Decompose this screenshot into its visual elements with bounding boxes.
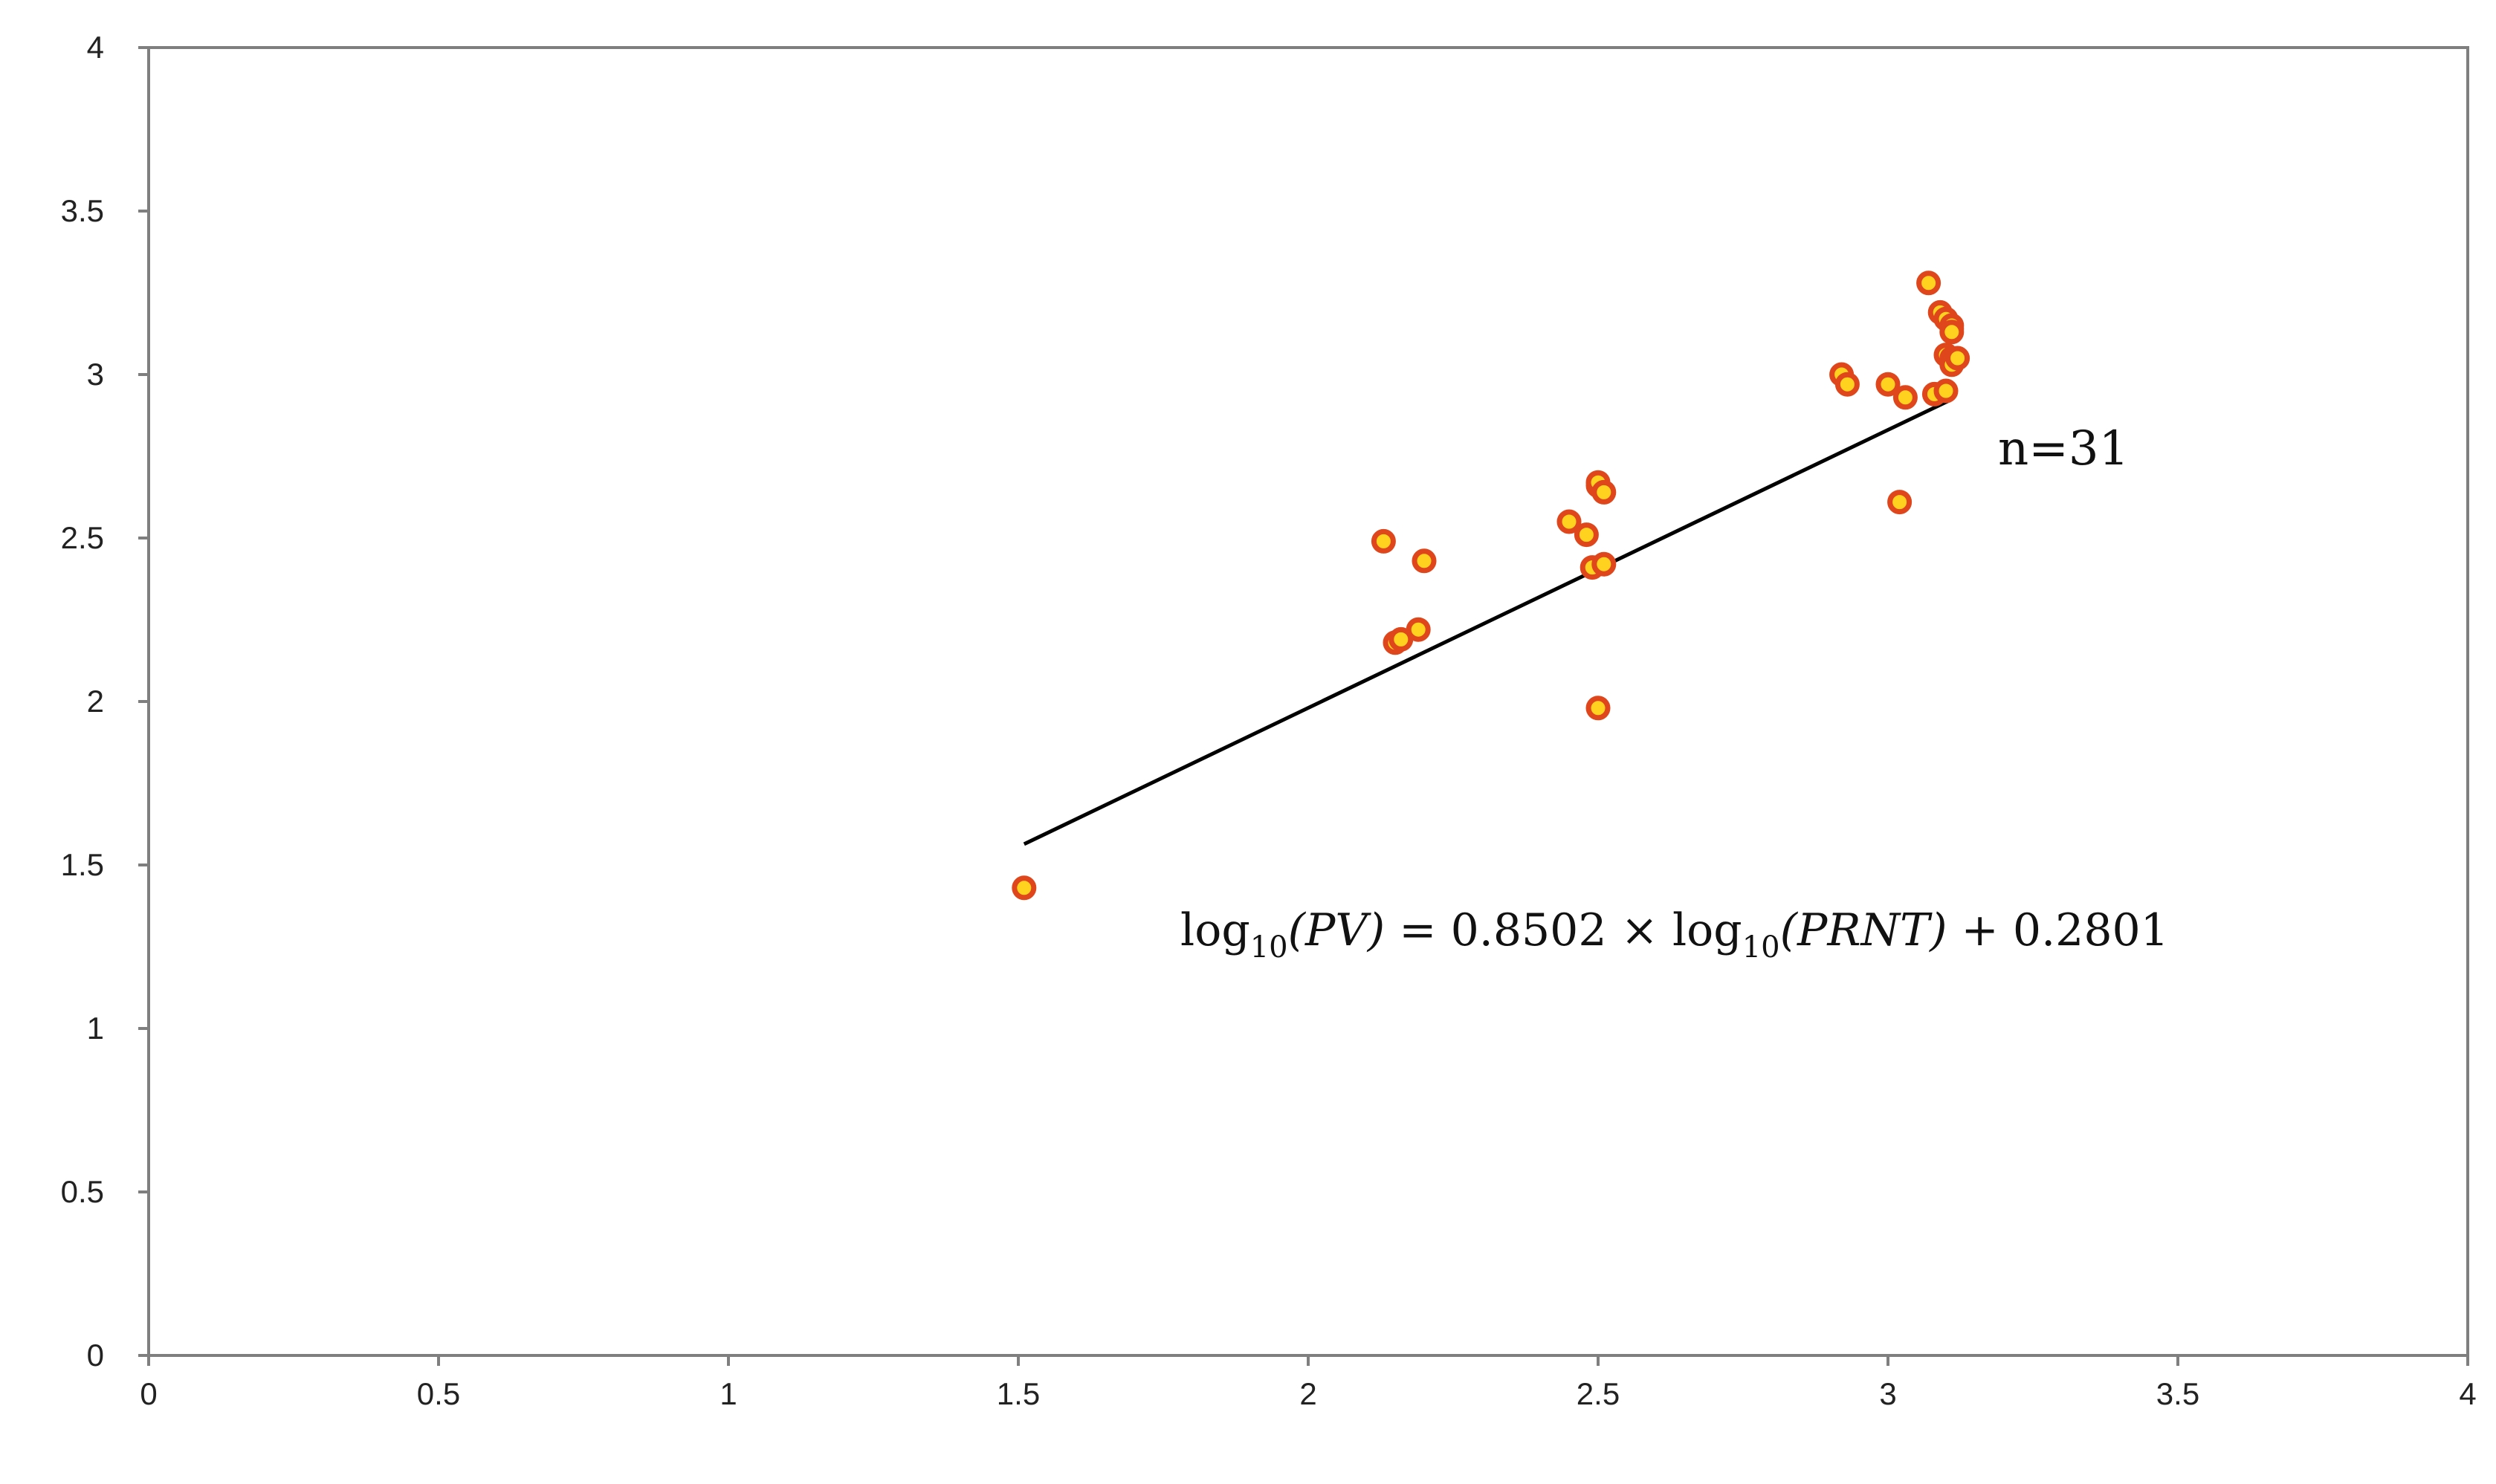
x-tick-label: 4 (2459, 1376, 2476, 1411)
equation-subscript-2: 10 (1742, 930, 1780, 965)
data-point (1892, 385, 1918, 410)
x-tick-label: 1.5 (997, 1376, 1040, 1411)
data-point (1916, 270, 1941, 296)
data-point (1939, 320, 1965, 345)
data-point (1875, 372, 1901, 397)
y-axis-ticks: 0 0.5 1 1.5 2 2.5 3 3.5 4 (61, 30, 149, 1373)
data-point (1585, 696, 1611, 721)
equation-pv: (PV) (1288, 904, 1386, 956)
y-tick-label: 1 (87, 1011, 104, 1046)
y-tick-label: 3.5 (61, 193, 104, 228)
regression-equation: log10(PV) = 0.8502 × log10(PRNT) + 0.280… (1180, 904, 2169, 965)
x-tick-label: 3 (1879, 1376, 1896, 1411)
x-axis-ticks: 0 0.5 1 1.5 2 2.5 3 3.5 4 (140, 1355, 2477, 1411)
sample-size-annotation: n=31 (1998, 421, 2129, 476)
data-point (1406, 617, 1431, 642)
data-point (1574, 522, 1599, 548)
data-point (1591, 551, 1617, 577)
data-point (1388, 626, 1414, 652)
data-point (1371, 528, 1396, 554)
equation-subscript-1: 10 (1250, 930, 1288, 965)
x-tick-label: 2.5 (1577, 1376, 1620, 1411)
y-tick-label: 2.5 (61, 520, 104, 555)
equation-middle: = 0.8502 × (1385, 904, 1672, 956)
data-point (1933, 378, 1959, 404)
data-point (1012, 875, 1037, 901)
x-tick-label: 3.5 (2156, 1376, 2199, 1411)
data-point (1887, 490, 1913, 515)
equation-log-1: log (1180, 904, 1250, 956)
y-tick-label: 1.5 (61, 847, 104, 882)
x-tick-label: 2 (1299, 1376, 1316, 1411)
x-tick-label: 0 (140, 1376, 157, 1411)
data-points (1012, 270, 1970, 901)
y-tick-label: 0 (87, 1338, 104, 1373)
y-tick-label: 2 (87, 684, 104, 719)
equation-log-2: log (1672, 904, 1742, 956)
data-point (1556, 509, 1582, 534)
y-tick-label: 4 (87, 30, 104, 65)
trendline (1023, 398, 1953, 846)
equation-tail: + 0.2801 (1947, 904, 2168, 956)
x-tick-label: 1 (720, 1376, 737, 1411)
x-tick-label: 0.5 (417, 1376, 460, 1411)
y-tick-label: 0.5 (61, 1174, 104, 1209)
equation-prnt: (PRNT) (1780, 904, 1947, 956)
data-point (1834, 372, 1860, 397)
data-point (1412, 548, 1437, 574)
data-point (1945, 346, 1970, 371)
y-tick-label: 3 (87, 357, 104, 392)
data-point (1591, 479, 1617, 505)
